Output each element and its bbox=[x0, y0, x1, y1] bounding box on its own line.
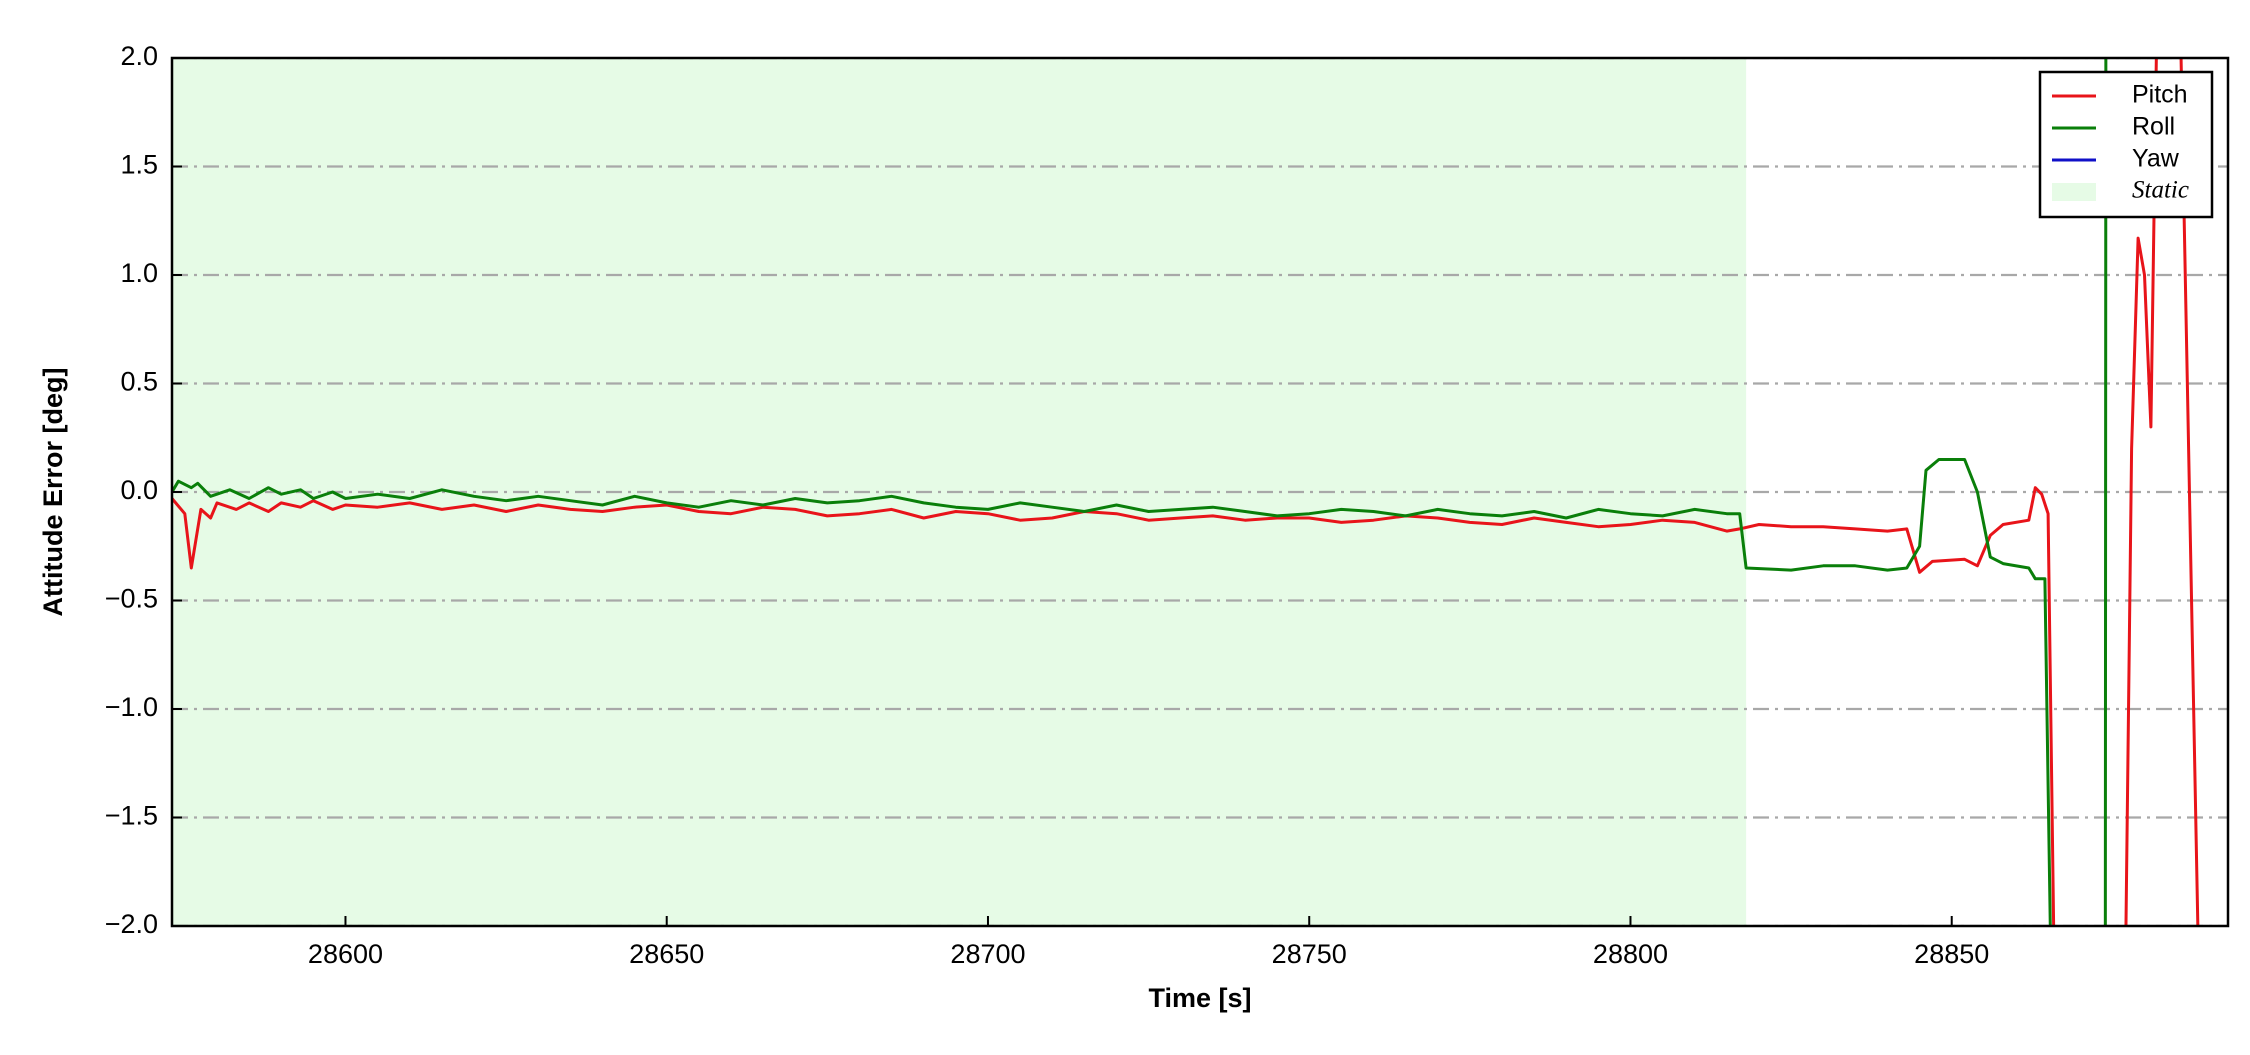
y-tick-label: 0.5 bbox=[120, 367, 158, 397]
x-tick-label: 28650 bbox=[629, 939, 704, 969]
legend-label: Yaw bbox=[2132, 145, 2180, 173]
legend-label: Roll bbox=[2132, 113, 2175, 141]
x-tick-label: 28600 bbox=[308, 939, 383, 969]
series-line bbox=[172, 58, 2200, 926]
y-tick-label: 1.5 bbox=[120, 150, 158, 180]
series-line bbox=[172, 58, 2108, 926]
legend-swatch bbox=[2052, 183, 2096, 201]
x-tick-label: 28800 bbox=[1593, 939, 1668, 969]
plot-frame bbox=[170, 56, 2230, 928]
legend: Pitch Roll Yaw Static bbox=[2038, 70, 2214, 219]
legend-label: Static bbox=[2132, 177, 2189, 204]
y-tick-label: −0.5 bbox=[105, 584, 158, 614]
y-tick-label: 1.0 bbox=[120, 258, 158, 288]
legend-label: Pitch bbox=[2132, 81, 2188, 109]
y-tick-label: 0.0 bbox=[120, 475, 158, 505]
plot-area bbox=[172, 58, 2228, 926]
x-axis-label: Time [s] bbox=[1148, 983, 1251, 1013]
y-tick-label: 2.0 bbox=[120, 41, 158, 71]
x-tick-label: 28850 bbox=[1914, 939, 1989, 969]
y-tick-label: −1.0 bbox=[105, 692, 158, 722]
y-tick-label: −2.0 bbox=[105, 909, 158, 939]
x-tick-label: 28700 bbox=[950, 939, 1025, 969]
y-tick-label: −1.5 bbox=[105, 801, 158, 831]
y-axis-label: Attitude Error [deg] bbox=[38, 368, 68, 617]
x-tick-label: 28750 bbox=[1272, 939, 1347, 969]
